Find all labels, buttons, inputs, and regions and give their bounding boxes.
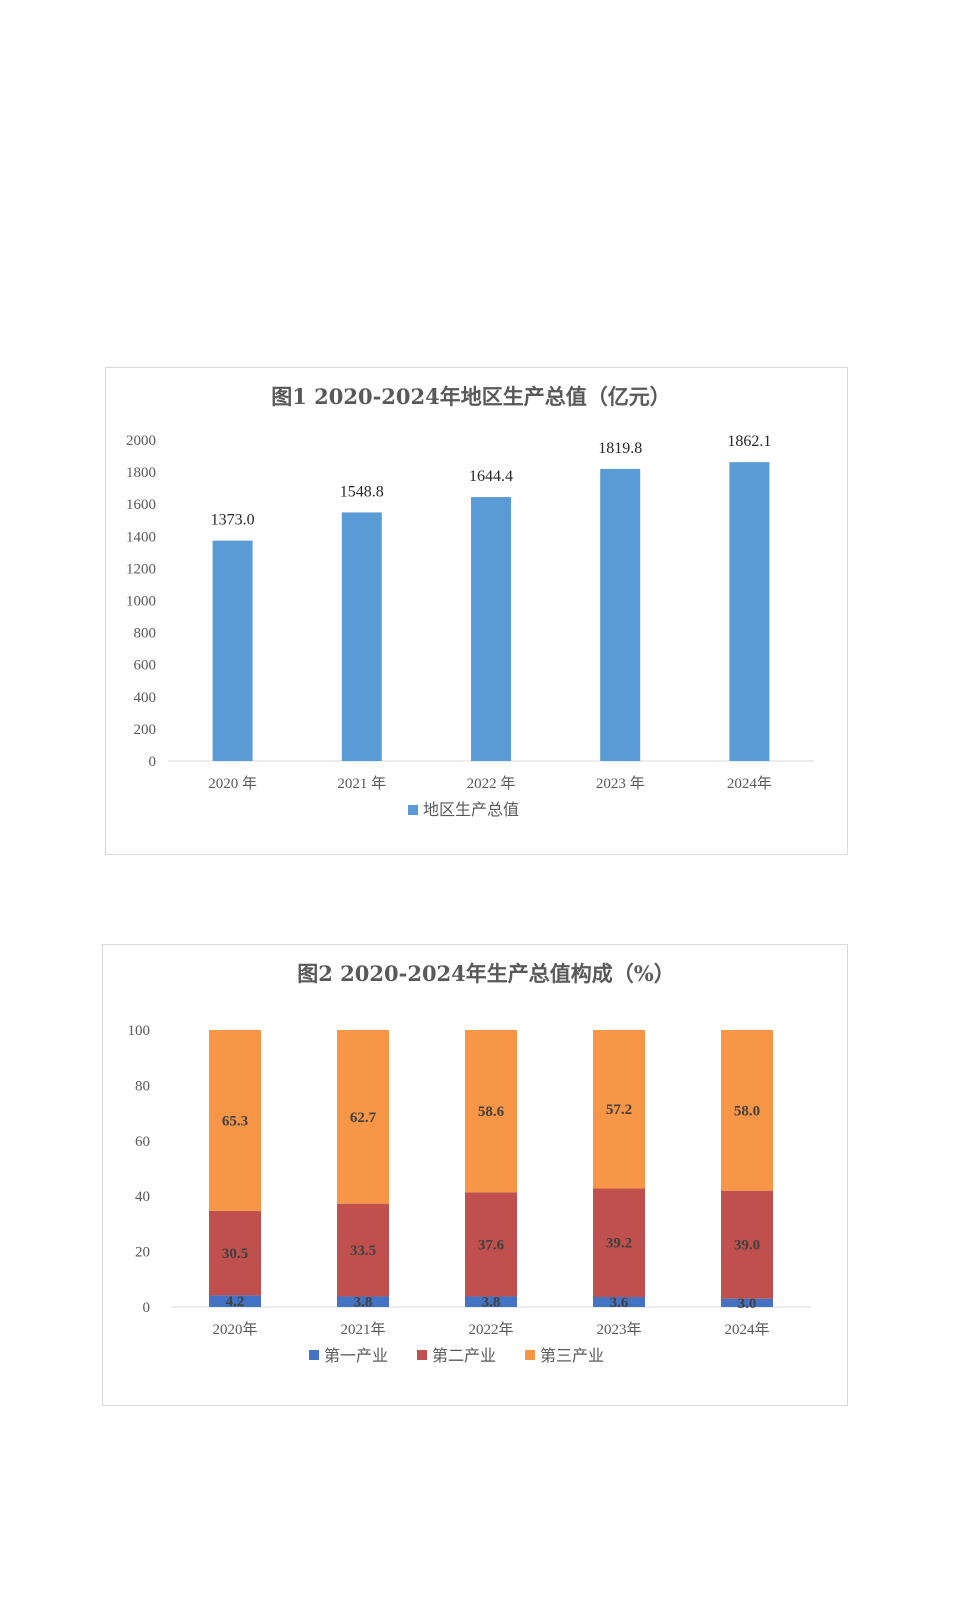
bar-segment xyxy=(209,1295,261,1307)
x-tick-label: 2024年 xyxy=(724,1321,769,1338)
data-label: 62.7 xyxy=(350,1110,377,1126)
y-tick-label: 80 xyxy=(135,1078,150,1094)
data-label: 58.6 xyxy=(478,1104,505,1120)
data-label: 1644.4 xyxy=(469,468,513,485)
y-tick-label: 600 xyxy=(134,658,157,674)
y-tick-label: 1800 xyxy=(126,465,156,481)
bar xyxy=(341,512,382,761)
y-tick-label: 1400 xyxy=(126,529,156,545)
data-label: 1819.8 xyxy=(598,440,642,457)
bar-segment xyxy=(465,1296,517,1307)
data-label: 3.8 xyxy=(482,1295,501,1311)
data-label: 30.5 xyxy=(222,1246,248,1262)
y-tick-label: 1600 xyxy=(126,497,156,513)
x-tick-label: 2022年 xyxy=(468,1321,513,1338)
data-label: 58.0 xyxy=(734,1103,760,1119)
bar-segment xyxy=(721,1190,773,1299)
data-label: 39.0 xyxy=(734,1238,760,1254)
bar-segment xyxy=(593,1297,645,1307)
bar-segment xyxy=(337,1203,389,1297)
bar-segment xyxy=(337,1296,389,1307)
x-tick-label: 2023 年 xyxy=(596,775,645,792)
data-label: 4.2 xyxy=(226,1294,245,1310)
y-tick-label: 60 xyxy=(135,1134,150,1150)
bar-segment xyxy=(593,1030,645,1189)
y-tick-label: 200 xyxy=(134,722,157,738)
y-tick-label: 400 xyxy=(134,690,157,706)
data-label: 3.6 xyxy=(610,1295,629,1311)
x-tick-label: 2021年 xyxy=(340,1321,385,1338)
data-label: 1548.8 xyxy=(340,483,384,500)
y-tick-label: 800 xyxy=(134,626,157,642)
x-tick-label: 2022 年 xyxy=(467,775,516,792)
gdp-chart: 图1 2020-2024年地区生产总值（亿元） 0 200 400 600 800 100… xyxy=(105,367,848,855)
y-tick-label: 20 xyxy=(135,1245,150,1261)
bar-segment xyxy=(337,1030,389,1204)
data-label: 3.0 xyxy=(738,1296,757,1312)
data-label: 39.2 xyxy=(606,1236,632,1252)
y-tick-label: 1200 xyxy=(126,561,156,577)
legend-label: 地区生产总值 xyxy=(423,800,519,819)
legend-label: 第一产业 xyxy=(324,1346,388,1365)
data-label: 1862.1 xyxy=(727,433,771,450)
legend-label: 第二产业 xyxy=(432,1346,496,1365)
bar-segment xyxy=(721,1298,773,1307)
x-tick-label: 2023年 xyxy=(596,1321,641,1338)
bar xyxy=(600,468,641,761)
chart-title: 图2 2020-2024年生产总值构成（%） xyxy=(297,961,675,986)
bar xyxy=(212,540,253,761)
bar-segment xyxy=(209,1210,261,1296)
chart-title: 图1 2020-2024年地区生产总值（亿元） xyxy=(271,384,671,409)
bar xyxy=(729,462,770,761)
x-tick-label: 2020 年 xyxy=(208,775,257,792)
bar xyxy=(471,497,511,761)
bar-segment xyxy=(465,1192,517,1297)
y-tick-label: 100 xyxy=(128,1023,151,1039)
bar-segment xyxy=(465,1030,517,1193)
data-label: 33.5 xyxy=(350,1243,376,1259)
y-tick-label: 0 xyxy=(149,754,157,770)
x-tick-label: 2020年 xyxy=(212,1321,257,1338)
legend-swatch xyxy=(417,1350,427,1360)
legend-swatch xyxy=(309,1350,319,1360)
legend-swatch xyxy=(408,805,418,815)
y-tick-label: 0 xyxy=(143,1300,151,1316)
y-tick-label: 40 xyxy=(135,1189,150,1205)
composition-chart-svg: 图2 2020-2024年生产总值构成（%） 0 20 40 60 80 100 2020年… xyxy=(128,961,811,1365)
bar-segment xyxy=(721,1030,773,1191)
bar-segment xyxy=(209,1030,261,1211)
x-tick-label: 2024年 xyxy=(727,775,772,792)
data-label: 3.8 xyxy=(354,1295,373,1311)
x-tick-label: 2021 年 xyxy=(337,775,386,792)
data-label: 65.3 xyxy=(222,1113,248,1129)
data-label: 57.2 xyxy=(606,1102,632,1118)
composition-chart: 图2 2020-2024年生产总值构成（%） 0 20 40 60 80 100 2020年… xyxy=(102,944,848,1406)
bar-segment xyxy=(593,1188,645,1298)
legend-label: 第三产业 xyxy=(540,1346,604,1365)
data-label: 1373.0 xyxy=(211,512,255,529)
legend-swatch xyxy=(525,1350,535,1360)
gdp-chart-svg: 图1 2020-2024年地区生产总值（亿元） 0 200 400 600 800 100… xyxy=(126,384,814,819)
data-label: 37.6 xyxy=(478,1237,505,1253)
y-tick-label: 2000 xyxy=(126,433,156,449)
y-tick-label: 1000 xyxy=(126,594,156,610)
